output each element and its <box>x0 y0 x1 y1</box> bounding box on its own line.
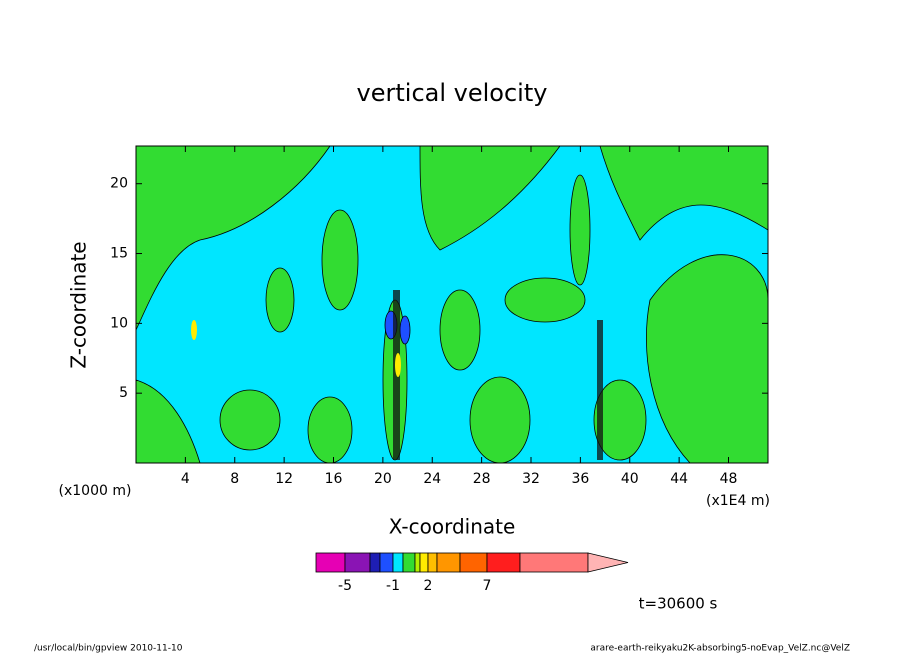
colorbar-segment <box>419 552 429 573</box>
x-axis-label: X-coordinate <box>389 515 516 539</box>
colorbar-label: -1 <box>386 578 400 594</box>
plot-frame <box>135 145 769 464</box>
colorbar-segment <box>427 552 438 573</box>
footer-right: arare-earth-reikyaku2K-absorbing5-noEvap… <box>590 644 850 654</box>
y-tick-label: 10 <box>110 315 128 331</box>
y-axis-label: Z-coordinate <box>67 241 91 368</box>
colorbar-segment <box>519 552 589 573</box>
x-unit-right: (x1E4 m) <box>706 493 770 509</box>
x-tick-label: 32 <box>522 471 540 487</box>
colorbar-segment <box>379 552 394 573</box>
y-tick-label: 5 <box>119 385 128 401</box>
chart-title: vertical velocity <box>357 79 548 107</box>
x-tick-label: 28 <box>473 471 491 487</box>
positive-regions <box>135 145 769 464</box>
colorbar-segment <box>344 552 371 573</box>
colorbar-segment <box>414 552 421 573</box>
y-tick-label: 20 <box>110 176 128 192</box>
x-tick-label: 20 <box>374 471 392 487</box>
contour-field <box>135 145 769 464</box>
x-unit: (x1000 m) <box>59 483 132 499</box>
y-tick-label: 15 <box>110 246 128 262</box>
x-tick-label: 4 <box>181 471 190 487</box>
x-tick-label: 24 <box>423 471 441 487</box>
x-tick-label: 48 <box>720 471 738 487</box>
colorbar-label: 7 <box>483 578 492 594</box>
colorbar-segment <box>459 552 488 573</box>
x-tick-label: 16 <box>325 471 343 487</box>
updraft-cores <box>191 290 603 460</box>
x-tick-label: 44 <box>670 471 688 487</box>
colorbar-segment <box>315 552 346 573</box>
colorbar-segment <box>402 552 416 573</box>
x-tick-label: 40 <box>621 471 639 487</box>
footer-left: /usr/local/bin/gpview 2010-11-10 <box>34 644 183 654</box>
colorbar-segment <box>436 552 461 573</box>
x-tick-label: 36 <box>571 471 589 487</box>
colorbar-label: 2 <box>424 578 433 594</box>
x-tick-label: 12 <box>275 471 293 487</box>
colorbar-segment <box>486 552 521 573</box>
colorbar-segment <box>392 552 404 573</box>
x-tick-label: 8 <box>230 471 239 487</box>
colorbar-label: -5 <box>338 578 352 594</box>
time-label: t=30600 s <box>639 595 718 613</box>
colorbar-segment <box>369 552 381 573</box>
colorbar-arrow <box>587 552 629 573</box>
